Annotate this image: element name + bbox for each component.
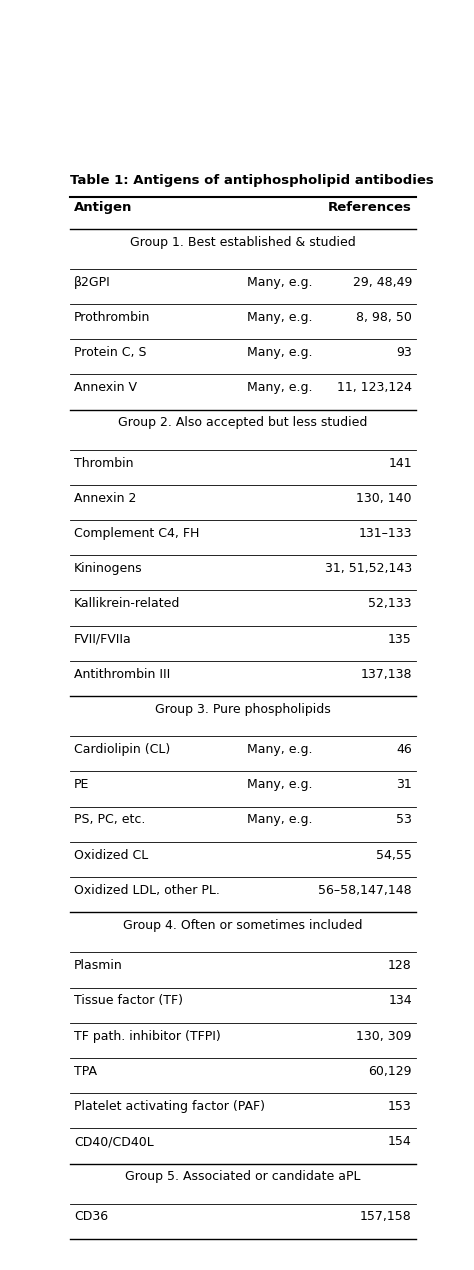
Text: Many, e.g.: Many, e.g. [247,743,312,756]
Text: 31, 51,52,143: 31, 51,52,143 [325,563,412,575]
Text: 157,158: 157,158 [360,1210,412,1223]
Text: Platelet activating factor (PAF): Platelet activating factor (PAF) [74,1100,265,1113]
Text: Many, e.g.: Many, e.g. [247,814,312,827]
Text: 130, 309: 130, 309 [356,1030,412,1043]
Text: Complement C4, FH: Complement C4, FH [74,527,200,540]
Text: 134: 134 [388,994,412,1007]
Text: 29, 48,49: 29, 48,49 [353,276,412,288]
Text: Many, e.g.: Many, e.g. [247,381,312,394]
Text: CD36: CD36 [74,1210,108,1223]
Text: PE: PE [74,779,89,791]
Text: Antithrombin III: Antithrombin III [74,668,170,681]
Text: Group 5. Associated or candidate aPL: Group 5. Associated or candidate aPL [125,1171,361,1184]
Text: 53: 53 [396,814,412,827]
Text: References: References [328,202,412,215]
Text: 60,129: 60,129 [368,1064,412,1078]
Text: Plasmin: Plasmin [74,959,123,972]
Text: 8, 98, 50: 8, 98, 50 [356,311,412,324]
Text: β2GPI: β2GPI [74,276,111,288]
Text: 131–133: 131–133 [358,527,412,540]
Text: 11, 123,124: 11, 123,124 [337,381,412,394]
Text: Cardiolipin (CL): Cardiolipin (CL) [74,743,170,756]
Text: CD40/CD40L: CD40/CD40L [74,1135,154,1148]
Text: Group 1. Best established & studied: Group 1. Best established & studied [130,235,356,249]
Text: Prothrombin: Prothrombin [74,311,150,324]
Text: Many, e.g.: Many, e.g. [247,779,312,791]
Text: PS, PC, etc.: PS, PC, etc. [74,814,146,827]
Text: Many, e.g.: Many, e.g. [247,276,312,288]
Text: Protein C, S: Protein C, S [74,345,146,359]
Text: 31: 31 [396,779,412,791]
Text: 46: 46 [396,743,412,756]
Text: Many, e.g.: Many, e.g. [247,311,312,324]
Text: 130, 140: 130, 140 [356,491,412,504]
Text: Many, e.g.: Many, e.g. [247,345,312,359]
Text: Group 4. Often or sometimes included: Group 4. Often or sometimes included [123,919,363,932]
Text: Antigen: Antigen [74,202,132,215]
Text: 93: 93 [396,345,412,359]
Text: 135: 135 [388,632,412,645]
Text: Table 1: Antigens of antiphospholipid antibodies: Table 1: Antigens of antiphospholipid an… [70,174,434,187]
Text: 153: 153 [388,1100,412,1113]
Text: TPA: TPA [74,1064,97,1078]
Text: 54,55: 54,55 [376,848,412,861]
Text: 137,138: 137,138 [360,668,412,681]
Text: 56–58,147,148: 56–58,147,148 [318,884,412,897]
Text: Oxidized LDL, other PL.: Oxidized LDL, other PL. [74,884,220,897]
Text: Oxidized CL: Oxidized CL [74,848,148,861]
Text: Kininogens: Kininogens [74,563,143,575]
Text: Kallikrein-related: Kallikrein-related [74,597,180,611]
Text: TF path. inhibitor (TFPI): TF path. inhibitor (TFPI) [74,1030,221,1043]
Text: Group 3. Pure phospholipids: Group 3. Pure phospholipids [155,704,331,716]
Text: Group 2. Also accepted but less studied: Group 2. Also accepted but less studied [118,417,368,429]
Text: Thrombin: Thrombin [74,456,134,470]
Text: 154: 154 [388,1135,412,1148]
Text: Annexin 2: Annexin 2 [74,491,137,504]
Text: 52,133: 52,133 [368,597,412,611]
Text: 128: 128 [388,959,412,972]
Text: Annexin V: Annexin V [74,381,137,394]
Text: FVII/FVIIa: FVII/FVIIa [74,632,132,645]
Text: 141: 141 [388,456,412,470]
Text: Tissue factor (TF): Tissue factor (TF) [74,994,183,1007]
